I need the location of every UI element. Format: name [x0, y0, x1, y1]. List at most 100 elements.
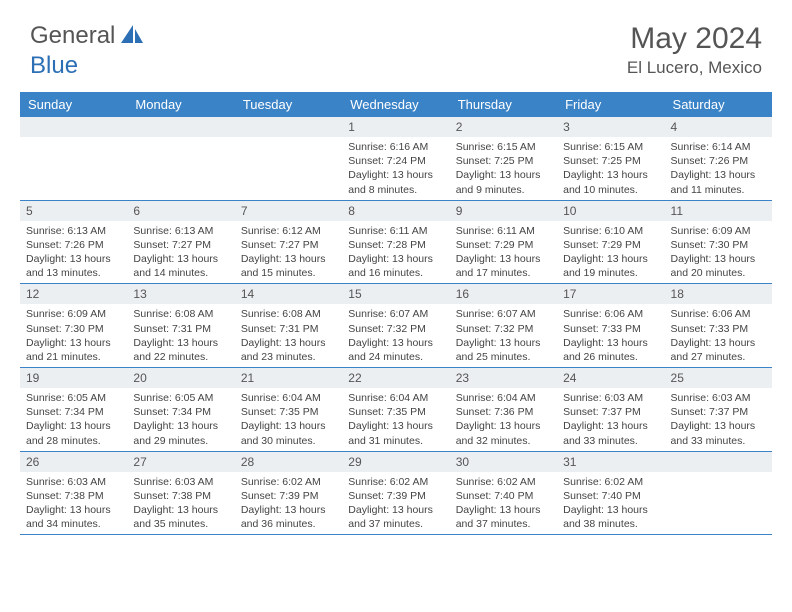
day-cell: 7Sunrise: 6:12 AMSunset: 7:27 PMDaylight… — [235, 201, 342, 284]
day-number: 20 — [127, 368, 234, 388]
day-number: 8 — [342, 201, 449, 221]
day-number: 28 — [235, 452, 342, 472]
day-details: Sunrise: 6:14 AMSunset: 7:26 PMDaylight:… — [665, 137, 772, 200]
day-header-row: Sunday Monday Tuesday Wednesday Thursday… — [20, 92, 772, 117]
day-number: 13 — [127, 284, 234, 304]
day-number-empty — [235, 117, 342, 137]
day-cell: 26Sunrise: 6:03 AMSunset: 7:38 PMDayligh… — [20, 452, 127, 535]
day-cell: 30Sunrise: 6:02 AMSunset: 7:40 PMDayligh… — [450, 452, 557, 535]
day-number: 10 — [557, 201, 664, 221]
day-details: Sunrise: 6:06 AMSunset: 7:33 PMDaylight:… — [665, 304, 772, 367]
location-text: El Lucero, Mexico — [627, 58, 762, 78]
day-cell: 21Sunrise: 6:04 AMSunset: 7:35 PMDayligh… — [235, 368, 342, 451]
day-number-empty — [127, 117, 234, 137]
day-details: Sunrise: 6:05 AMSunset: 7:34 PMDaylight:… — [127, 388, 234, 451]
day-cell: 14Sunrise: 6:08 AMSunset: 7:31 PMDayligh… — [235, 284, 342, 367]
day-cell: 18Sunrise: 6:06 AMSunset: 7:33 PMDayligh… — [665, 284, 772, 367]
logo-text-general: General — [30, 22, 115, 50]
day-header-thu: Thursday — [450, 92, 557, 117]
day-cell: 5Sunrise: 6:13 AMSunset: 7:26 PMDaylight… — [20, 201, 127, 284]
day-cell: 29Sunrise: 6:02 AMSunset: 7:39 PMDayligh… — [342, 452, 449, 535]
day-cell — [665, 452, 772, 535]
day-details: Sunrise: 6:09 AMSunset: 7:30 PMDaylight:… — [665, 221, 772, 284]
day-details: Sunrise: 6:15 AMSunset: 7:25 PMDaylight:… — [557, 137, 664, 200]
day-number: 16 — [450, 284, 557, 304]
day-cell: 16Sunrise: 6:07 AMSunset: 7:32 PMDayligh… — [450, 284, 557, 367]
logo-text-blue: Blue — [30, 52, 78, 79]
day-number: 31 — [557, 452, 664, 472]
day-cell: 6Sunrise: 6:13 AMSunset: 7:27 PMDaylight… — [127, 201, 234, 284]
day-cell: 25Sunrise: 6:03 AMSunset: 7:37 PMDayligh… — [665, 368, 772, 451]
day-details: Sunrise: 6:02 AMSunset: 7:39 PMDaylight:… — [235, 472, 342, 535]
day-details: Sunrise: 6:13 AMSunset: 7:27 PMDaylight:… — [127, 221, 234, 284]
day-cell: 4Sunrise: 6:14 AMSunset: 7:26 PMDaylight… — [665, 117, 772, 200]
day-cell — [127, 117, 234, 200]
day-number: 11 — [665, 201, 772, 221]
week-row: 19Sunrise: 6:05 AMSunset: 7:34 PMDayligh… — [20, 368, 772, 452]
logo-sub: Blue — [30, 52, 78, 80]
day-cell: 17Sunrise: 6:06 AMSunset: 7:33 PMDayligh… — [557, 284, 664, 367]
day-details: Sunrise: 6:11 AMSunset: 7:29 PMDaylight:… — [450, 221, 557, 284]
day-details: Sunrise: 6:03 AMSunset: 7:38 PMDaylight:… — [20, 472, 127, 535]
day-number: 23 — [450, 368, 557, 388]
day-header-mon: Monday — [127, 92, 234, 117]
day-details: Sunrise: 6:03 AMSunset: 7:38 PMDaylight:… — [127, 472, 234, 535]
day-number: 6 — [127, 201, 234, 221]
day-cell: 19Sunrise: 6:05 AMSunset: 7:34 PMDayligh… — [20, 368, 127, 451]
day-cell: 20Sunrise: 6:05 AMSunset: 7:34 PMDayligh… — [127, 368, 234, 451]
day-details: Sunrise: 6:04 AMSunset: 7:36 PMDaylight:… — [450, 388, 557, 451]
week-row: 12Sunrise: 6:09 AMSunset: 7:30 PMDayligh… — [20, 284, 772, 368]
day-cell: 22Sunrise: 6:04 AMSunset: 7:35 PMDayligh… — [342, 368, 449, 451]
day-cell: 23Sunrise: 6:04 AMSunset: 7:36 PMDayligh… — [450, 368, 557, 451]
day-cell: 8Sunrise: 6:11 AMSunset: 7:28 PMDaylight… — [342, 201, 449, 284]
month-title: May 2024 — [627, 22, 762, 56]
calendar: Sunday Monday Tuesday Wednesday Thursday… — [20, 92, 772, 535]
day-number: 14 — [235, 284, 342, 304]
day-details: Sunrise: 6:07 AMSunset: 7:32 PMDaylight:… — [342, 304, 449, 367]
day-number: 9 — [450, 201, 557, 221]
day-header-sat: Saturday — [665, 92, 772, 117]
day-number: 21 — [235, 368, 342, 388]
day-details: Sunrise: 6:08 AMSunset: 7:31 PMDaylight:… — [127, 304, 234, 367]
day-cell: 31Sunrise: 6:02 AMSunset: 7:40 PMDayligh… — [557, 452, 664, 535]
day-details: Sunrise: 6:04 AMSunset: 7:35 PMDaylight:… — [235, 388, 342, 451]
day-cell: 12Sunrise: 6:09 AMSunset: 7:30 PMDayligh… — [20, 284, 127, 367]
day-details: Sunrise: 6:07 AMSunset: 7:32 PMDaylight:… — [450, 304, 557, 367]
day-cell: 11Sunrise: 6:09 AMSunset: 7:30 PMDayligh… — [665, 201, 772, 284]
title-block: May 2024 El Lucero, Mexico — [627, 22, 762, 78]
day-header-fri: Friday — [557, 92, 664, 117]
day-number: 7 — [235, 201, 342, 221]
day-number: 4 — [665, 117, 772, 137]
day-cell: 2Sunrise: 6:15 AMSunset: 7:25 PMDaylight… — [450, 117, 557, 200]
day-number: 18 — [665, 284, 772, 304]
day-number: 29 — [342, 452, 449, 472]
day-cell: 15Sunrise: 6:07 AMSunset: 7:32 PMDayligh… — [342, 284, 449, 367]
day-number: 24 — [557, 368, 664, 388]
day-number: 30 — [450, 452, 557, 472]
day-number: 25 — [665, 368, 772, 388]
day-details: Sunrise: 6:10 AMSunset: 7:29 PMDaylight:… — [557, 221, 664, 284]
day-number: 22 — [342, 368, 449, 388]
day-cell: 1Sunrise: 6:16 AMSunset: 7:24 PMDaylight… — [342, 117, 449, 200]
day-number: 5 — [20, 201, 127, 221]
day-header-wed: Wednesday — [342, 92, 449, 117]
day-number: 2 — [450, 117, 557, 137]
day-details: Sunrise: 6:02 AMSunset: 7:39 PMDaylight:… — [342, 472, 449, 535]
weeks-container: 1Sunrise: 6:16 AMSunset: 7:24 PMDaylight… — [20, 117, 772, 535]
week-row: 5Sunrise: 6:13 AMSunset: 7:26 PMDaylight… — [20, 201, 772, 285]
day-details: Sunrise: 6:03 AMSunset: 7:37 PMDaylight:… — [557, 388, 664, 451]
day-details: Sunrise: 6:12 AMSunset: 7:27 PMDaylight:… — [235, 221, 342, 284]
day-number: 19 — [20, 368, 127, 388]
day-details: Sunrise: 6:06 AMSunset: 7:33 PMDaylight:… — [557, 304, 664, 367]
day-header-sun: Sunday — [20, 92, 127, 117]
day-cell: 3Sunrise: 6:15 AMSunset: 7:25 PMDaylight… — [557, 117, 664, 200]
day-number: 1 — [342, 117, 449, 137]
day-cell — [20, 117, 127, 200]
day-number: 26 — [20, 452, 127, 472]
day-header-tue: Tuesday — [235, 92, 342, 117]
logo-sail-icon — [119, 23, 145, 50]
day-details: Sunrise: 6:13 AMSunset: 7:26 PMDaylight:… — [20, 221, 127, 284]
logo: General — [30, 22, 147, 50]
day-number: 27 — [127, 452, 234, 472]
day-details: Sunrise: 6:09 AMSunset: 7:30 PMDaylight:… — [20, 304, 127, 367]
